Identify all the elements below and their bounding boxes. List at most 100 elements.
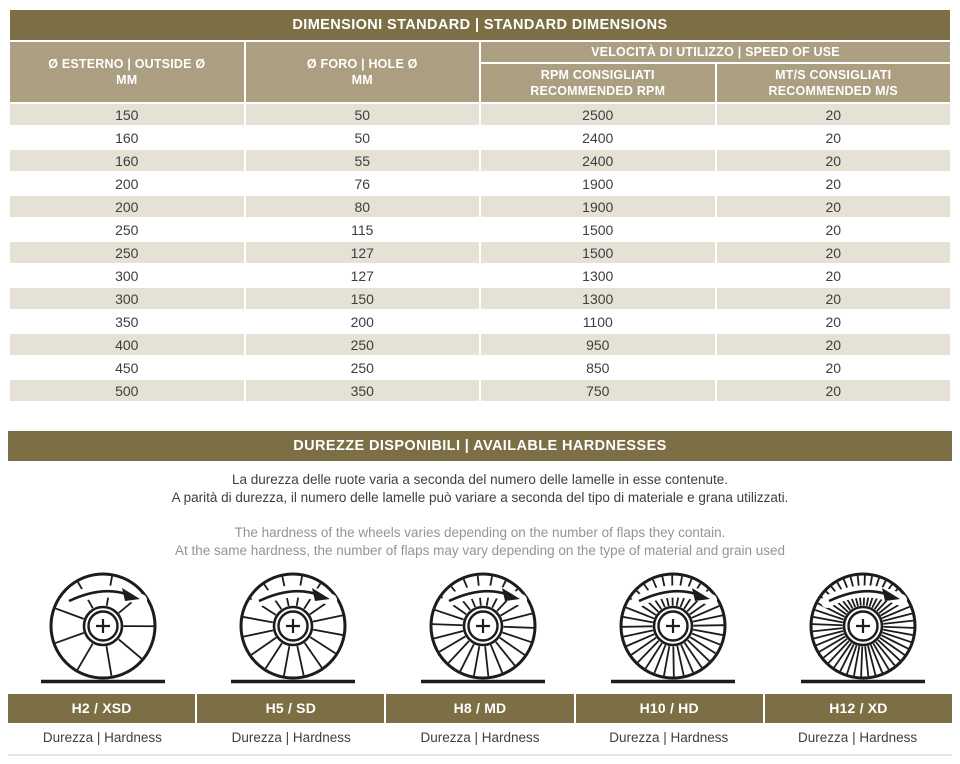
cell-hole_diameter: 80 — [246, 196, 480, 217]
cell-outside_diameter: 450 — [10, 357, 244, 378]
header-line: RECOMMENDED RPM — [481, 83, 715, 99]
cell-rpm: 1500 — [481, 219, 715, 240]
hardness-grade-row: H2 / XSD H5 / SD H8 / MD H10 / HD H12 / … — [8, 694, 952, 723]
header-line: Ø FORO | HOLE Ø — [246, 56, 480, 72]
cell-ms: 20 — [717, 334, 951, 355]
cell-hole_diameter: 50 — [246, 104, 480, 125]
flap-wheel-diagram-h8 — [388, 564, 578, 686]
cell-ms: 20 — [717, 357, 951, 378]
cell-hole_diameter: 350 — [246, 380, 480, 401]
hardness-caption: Durezza | Hardness — [386, 730, 575, 745]
cell-rpm: 2400 — [481, 150, 715, 171]
column-header-rpm: RPM CONSIGLIATI RECOMMENDED RPM — [481, 64, 715, 102]
cell-hole_diameter: 127 — [246, 242, 480, 263]
cell-outside_diameter: 300 — [10, 265, 244, 286]
cell-rpm: 750 — [481, 380, 715, 401]
flap-wheel-diagram-h12 — [768, 564, 958, 686]
column-header-hole-diameter: Ø FORO | HOLE Ø MM — [246, 42, 480, 102]
cell-rpm: 2500 — [481, 104, 715, 125]
header-line: Ø ESTERNO | OUTSIDE Ø — [10, 56, 244, 72]
column-header-outside-diameter: Ø ESTERNO | OUTSIDE Ø MM — [10, 42, 244, 102]
hardness-caption: Durezza | Hardness — [763, 730, 952, 745]
header-line: MM — [246, 72, 480, 88]
header-line: MT/S CONSIGLIATI — [717, 67, 951, 83]
column-group-speed-of-use: VELOCITÀ DI UTILIZZO | SPEED OF USE — [481, 42, 950, 62]
column-header-ms: MT/S CONSIGLIATI RECOMMENDED M/S — [717, 64, 951, 102]
header-line: RECOMMENDED M/S — [717, 83, 951, 99]
cell-hole_diameter: 250 — [246, 334, 480, 355]
cell-outside_diameter: 400 — [10, 334, 244, 355]
cell-rpm: 2400 — [481, 127, 715, 148]
cell-ms: 20 — [717, 173, 951, 194]
header-line: MM — [10, 72, 244, 88]
cell-ms: 20 — [717, 104, 951, 125]
cell-hole_diameter: 76 — [246, 173, 480, 194]
cell-rpm: 1300 — [481, 265, 715, 286]
flap-wheel-diagram-h5 — [198, 564, 388, 686]
hardness-grade-label: H5 / SD — [197, 694, 384, 723]
cell-rpm: 1900 — [481, 173, 715, 194]
cell-outside_diameter: 160 — [10, 127, 244, 148]
cell-ms: 20 — [717, 380, 951, 401]
cell-outside_diameter: 500 — [10, 380, 244, 401]
cell-hole_diameter: 50 — [246, 127, 480, 148]
cell-rpm: 1300 — [481, 288, 715, 309]
note-line: At the same hardness, the number of flap… — [8, 542, 952, 560]
cell-rpm: 950 — [481, 334, 715, 355]
hardness-note-italian: La durezza delle ruote varia a seconda d… — [8, 471, 952, 507]
cell-hole_diameter: 250 — [246, 357, 480, 378]
hardness-caption: Durezza | Hardness — [197, 730, 386, 745]
flap-wheel-svg — [198, 568, 388, 686]
cell-outside_diameter: 160 — [10, 150, 244, 171]
wheel-diagrams-row — [8, 564, 952, 686]
cell-outside_diameter: 300 — [10, 288, 244, 309]
cell-rpm: 1900 — [481, 196, 715, 217]
standard-dimensions-table: DIMENSIONI STANDARD | STANDARD DIMENSION… — [8, 8, 952, 403]
hardness-section-title: DUREZZE DISPONIBILI | AVAILABLE HARDNESS… — [8, 431, 952, 461]
flap-wheel-svg — [768, 568, 958, 686]
cell-hole_diameter: 200 — [246, 311, 480, 332]
flap-wheel-svg — [578, 568, 768, 686]
header-line: RPM CONSIGLIATI — [481, 67, 715, 83]
hardness-grade-label: H12 / XD — [765, 694, 952, 723]
cell-ms: 20 — [717, 219, 951, 240]
cell-hole_diameter: 127 — [246, 265, 480, 286]
flap-wheel-svg — [388, 568, 578, 686]
cell-rpm: 1500 — [481, 242, 715, 263]
cell-ms: 20 — [717, 242, 951, 263]
cell-outside_diameter: 350 — [10, 311, 244, 332]
hardness-grade-label: H10 / HD — [576, 694, 763, 723]
cell-ms: 20 — [717, 265, 951, 286]
flap-wheel-svg — [8, 568, 198, 686]
hardness-caption-row: Durezza | Hardness Durezza | Hardness Du… — [8, 723, 952, 756]
cell-outside_diameter: 200 — [10, 173, 244, 194]
cell-ms: 20 — [717, 127, 951, 148]
table-title: DIMENSIONI STANDARD | STANDARD DIMENSION… — [10, 10, 950, 40]
cell-outside_diameter: 200 — [10, 196, 244, 217]
note-line: La durezza delle ruote varia a seconda d… — [8, 471, 952, 489]
cell-ms: 20 — [717, 150, 951, 171]
cell-outside_diameter: 150 — [10, 104, 244, 125]
cell-ms: 20 — [717, 288, 951, 309]
hardness-caption: Durezza | Hardness — [574, 730, 763, 745]
note-line: A parità di durezza, il numero delle lam… — [8, 489, 952, 507]
hardness-grade-label: H8 / MD — [386, 694, 573, 723]
cell-ms: 20 — [717, 196, 951, 217]
cell-hole_diameter: 55 — [246, 150, 480, 171]
cell-rpm: 850 — [481, 357, 715, 378]
